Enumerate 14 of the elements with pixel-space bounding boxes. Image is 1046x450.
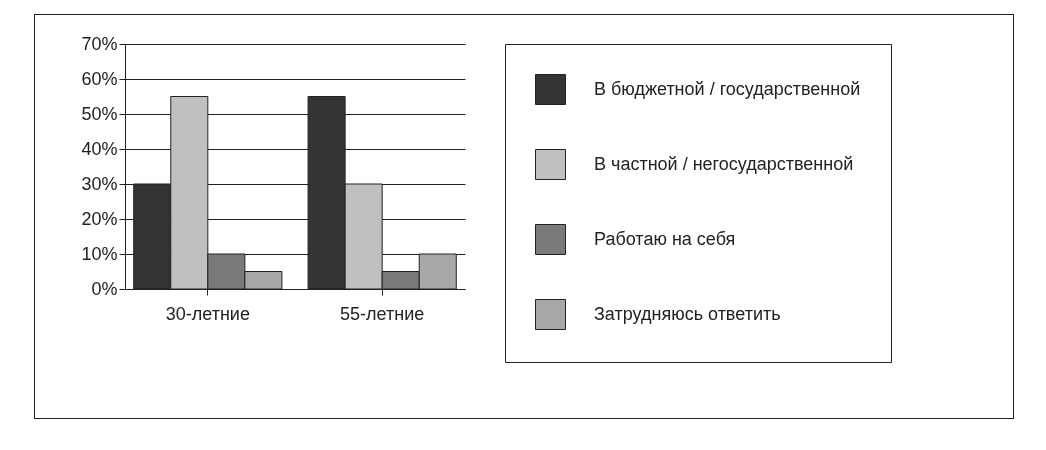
y-tick-label: 30% [81,173,118,194]
y-tick-label: 10% [81,243,118,264]
y-tick-label: 60% [81,68,118,89]
y-tick-label: 0% [91,278,118,299]
y-tick-label: 70% [81,33,118,54]
y-tick-label: 20% [81,208,118,229]
x-tick-label: 55-летние [340,303,425,324]
legend-label: В бюджетной / государственной [594,78,861,99]
y-tick-label: 50% [81,103,118,124]
legend-label: Работаю на себя [594,228,736,249]
legend-label: В частной / негосударственной [594,153,854,174]
y-tick-label: 40% [81,138,118,159]
legend-label: Затрудняюсь ответить [594,303,781,324]
x-tick-label: 30-летние [165,303,250,324]
